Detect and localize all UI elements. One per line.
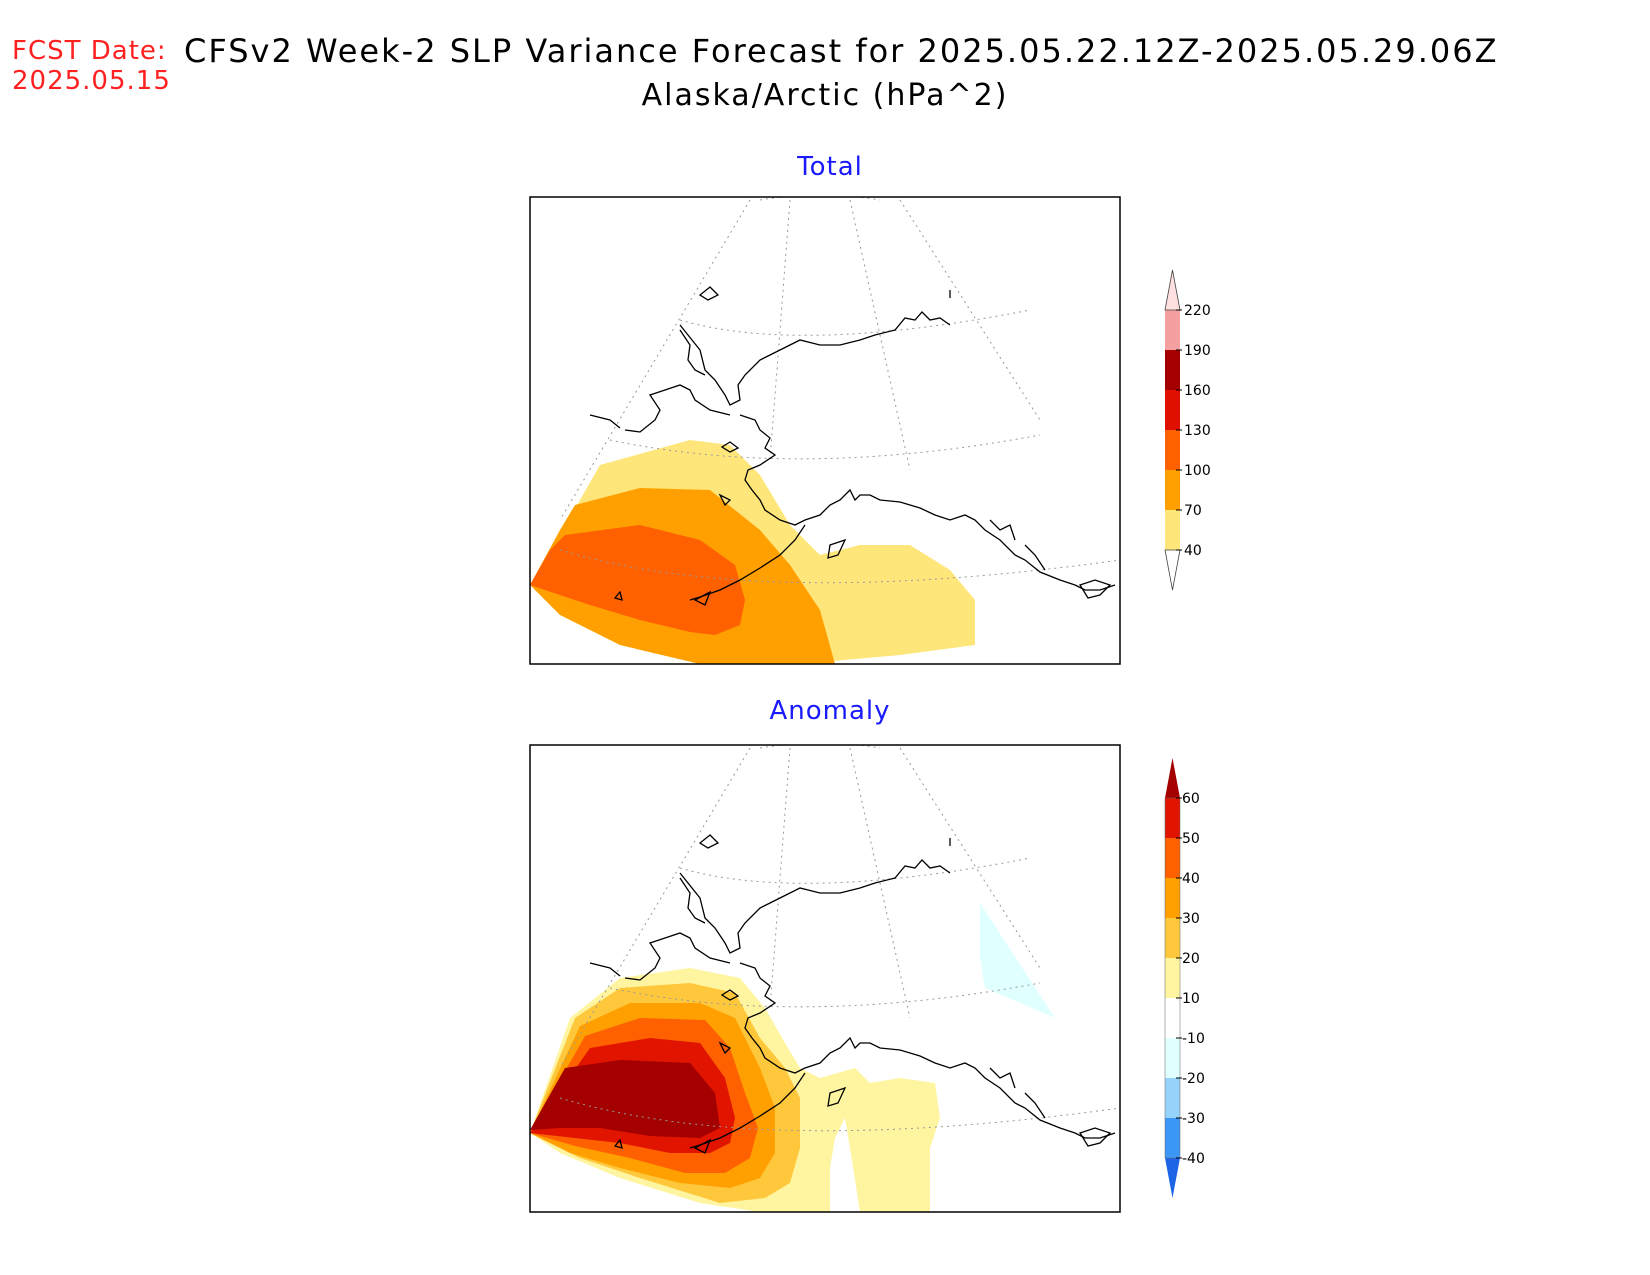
fcst-date-value: 2025.05.15	[12, 66, 171, 96]
anomaly-contour-fill	[530, 903, 1055, 1212]
colorbar-swatch	[1165, 1038, 1180, 1078]
colorbar-label: -30	[1182, 1111, 1205, 1127]
page-title: CFSv2 Week-2 SLP Variance Forecast for 2…	[184, 32, 1499, 70]
anomaly-map-frame	[529, 744, 1121, 1213]
colorbar-min-arrow	[1165, 1158, 1180, 1198]
colorbar-label: 30	[1182, 911, 1200, 927]
total-panel-title: Total	[797, 152, 863, 182]
colorbar-label: 190	[1184, 343, 1211, 359]
colorbar-label: 60	[1182, 791, 1200, 807]
colorbar-swatch	[1165, 350, 1180, 390]
colorbar-label: 50	[1182, 831, 1200, 847]
colorbar-swatch	[1165, 470, 1180, 510]
colorbar-swatch	[1165, 310, 1180, 350]
colorbar-label: 70	[1184, 503, 1202, 519]
colorbar-swatch	[1165, 838, 1180, 878]
colorbar-label: 20	[1182, 951, 1200, 967]
colorbar-label: 130	[1184, 423, 1211, 439]
colorbar-swatch	[1165, 798, 1180, 838]
page-subtitle: Alaska/Arctic (hPa^2)	[641, 78, 1009, 113]
colorbar-label: 100	[1184, 463, 1211, 479]
fcst-date-caption: FCST Date:	[12, 36, 167, 66]
colorbar-min-arrow	[1164, 549, 1181, 591]
colorbar-outline	[1164, 797, 1181, 1159]
colorbar-swatch	[1165, 390, 1180, 430]
colorbar-swatch	[1165, 958, 1180, 998]
colorbar-swatch	[1165, 430, 1180, 470]
colorbar-max-arrow	[1164, 269, 1181, 311]
colorbar-swatch	[1165, 878, 1180, 918]
forecast-date-label: FCST Date: 2025.05.15	[12, 36, 171, 96]
colorbar-swatch	[1165, 918, 1180, 958]
colorbar-label: 40	[1182, 871, 1200, 887]
colorbar-max-arrow	[1165, 758, 1180, 798]
anomaly-map-panel	[529, 744, 1121, 1213]
colorbar-label: 160	[1184, 383, 1211, 399]
colorbar-label: 40	[1184, 543, 1202, 559]
total-contour-fill	[530, 440, 975, 664]
total-colorbar: 40 70 100 130 160 190 220	[1164, 269, 1211, 591]
anomaly-panel-title: Anomaly	[769, 696, 891, 726]
colorbar-label: 220	[1184, 303, 1211, 319]
anomaly-colorbar: -40 -30 -20 -10 10 20 30 40 50 60	[1164, 758, 1205, 1198]
colorbar-label: 10	[1182, 991, 1200, 1007]
colorbar-label: -20	[1182, 1071, 1205, 1087]
colorbar-swatch	[1165, 1118, 1180, 1158]
colorbar-swatch	[1165, 510, 1180, 550]
colorbar-label: -40	[1182, 1151, 1205, 1167]
colorbar-swatch	[1165, 998, 1180, 1038]
colorbar-label: -10	[1182, 1031, 1205, 1047]
colorbar-swatch	[1165, 1078, 1180, 1118]
total-map-frame	[529, 196, 1121, 665]
total-map-panel	[529, 196, 1121, 665]
